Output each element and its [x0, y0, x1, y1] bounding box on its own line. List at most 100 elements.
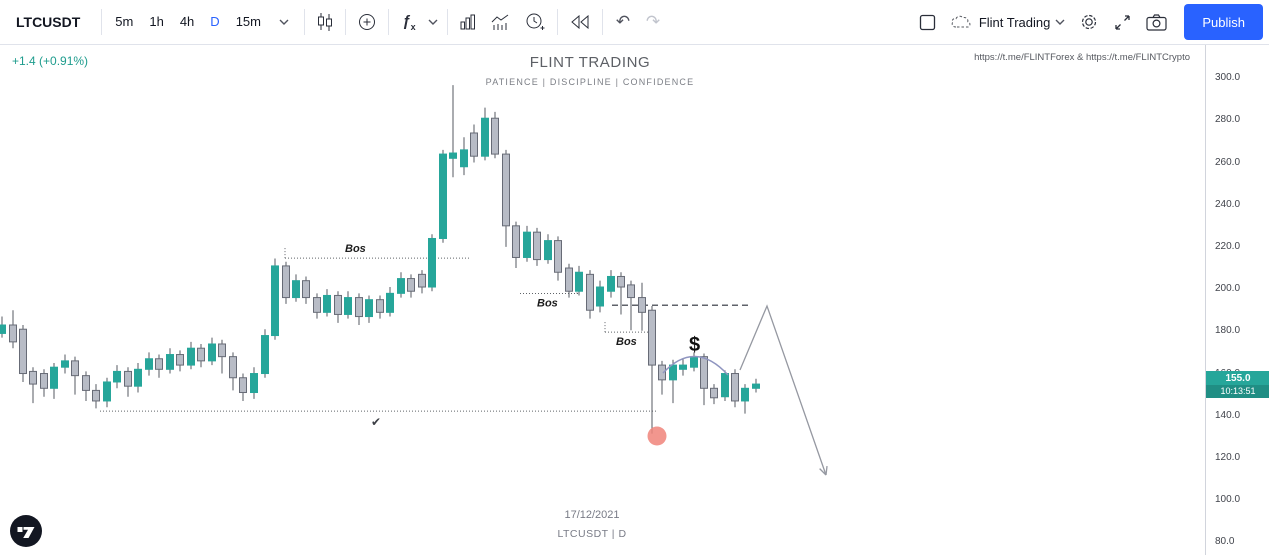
last-price-value: 155.0 [1225, 373, 1251, 385]
fullscreen-button[interactable] [1106, 5, 1139, 39]
candle-body [145, 358, 153, 370]
tradingview-logo-icon [10, 515, 42, 547]
candle-body [19, 328, 27, 375]
publish-button[interactable]: Publish [1184, 4, 1263, 40]
candle-body [565, 267, 573, 292]
candle-body [239, 377, 247, 394]
indicators-dropdown-button[interactable] [424, 5, 442, 39]
divider [556, 9, 558, 35]
top-toolbar: LTCUSDT 5m 1h 4h D 15m ƒx [0, 0, 1269, 45]
chevron-down-icon [279, 19, 289, 25]
chart-pane: Bos Bos Bos $ ✔ +1.4 (+0.91%) FLINT TRADING … [0, 45, 1269, 555]
candle-body [523, 231, 531, 258]
candle-body [92, 389, 100, 402]
candle-body [40, 373, 48, 389]
redo-button[interactable]: ↷ [638, 5, 668, 39]
tradingview-logo[interactable] [9, 514, 43, 553]
candle-body [71, 360, 79, 377]
fx-icon: ƒx [402, 12, 416, 32]
candle-body [176, 354, 184, 366]
undo-button[interactable]: ↶ [608, 5, 638, 39]
divider [303, 9, 305, 35]
templates-button[interactable] [484, 5, 518, 39]
projection-arrowhead [825, 465, 828, 476]
chevron-down-icon [428, 19, 438, 25]
fullscreen-icon [1115, 14, 1131, 30]
candle-body [481, 117, 489, 157]
layout-square-icon [919, 14, 935, 30]
interval-5m[interactable]: 5m [115, 14, 134, 29]
cloud-layout-button[interactable]: Flint Trading [943, 5, 1073, 39]
layout-grid-button[interactable] [912, 5, 943, 39]
price-tick: 200.0 [1215, 283, 1241, 295]
candle-body [627, 284, 635, 299]
indicators-button[interactable]: ƒx [394, 5, 424, 39]
candle-body [669, 364, 677, 381]
snapshot-button[interactable] [1139, 5, 1174, 39]
candle-body [124, 370, 132, 387]
candle-body [407, 278, 415, 292]
divider [387, 9, 389, 35]
candle-body [197, 347, 205, 362]
chart-style-button[interactable] [310, 5, 340, 39]
candle-body [731, 373, 739, 402]
settings-button[interactable] [1072, 5, 1106, 39]
candle-body [386, 292, 394, 313]
compare-add-button[interactable] [351, 5, 383, 39]
candle-body [721, 373, 729, 398]
price-tick: 140.0 [1215, 409, 1241, 421]
candle-body [365, 299, 373, 318]
price-tick: 80.0 [1215, 536, 1235, 548]
candle-body [460, 149, 468, 168]
check-mark: ✔ [371, 415, 381, 429]
interval-15m[interactable]: 15m [235, 14, 261, 29]
alert-button[interactable] [518, 5, 552, 39]
candle-body [271, 265, 279, 337]
price-tick: 120.0 [1215, 451, 1241, 463]
candle-body [229, 356, 237, 379]
dollar-label: $ [689, 334, 700, 356]
candle-body [648, 309, 656, 366]
replay-rewind-icon [571, 15, 589, 29]
candle-body [491, 117, 499, 155]
price-tick: 100.0 [1215, 494, 1241, 506]
fundamentals-button[interactable] [453, 5, 484, 39]
interval-4h[interactable]: 4h [179, 14, 195, 29]
camera-icon [1146, 13, 1167, 31]
layout-name-label: Flint Trading [978, 14, 1051, 30]
candle-body [710, 387, 718, 399]
symbol-button[interactable]: LTCUSDT [16, 14, 81, 30]
annotation-lines-layer: Bos Bos Bos [100, 243, 750, 412]
candle-body [418, 273, 426, 288]
candle-body [323, 294, 331, 313]
candle-body [607, 275, 615, 292]
projection-arrow [739, 304, 827, 476]
candle-body [679, 364, 687, 370]
candle-body [658, 364, 666, 381]
interval-1h[interactable]: 1h [149, 14, 164, 29]
undo-icon: ↶ [615, 12, 631, 31]
candle-body [449, 152, 457, 159]
candles-layer [0, 85, 760, 434]
candle-body [544, 240, 552, 261]
candle-body [439, 153, 447, 239]
candle-body [617, 275, 625, 288]
price-axis[interactable]: 300.0280.0260.0240.0220.0200.0180.0160.0… [1205, 45, 1269, 555]
candle-body [29, 370, 37, 385]
candle-body [103, 381, 111, 402]
candle-body [752, 383, 760, 389]
projection-arrowhead [819, 468, 827, 476]
candle-body [313, 297, 321, 313]
candle-body [82, 375, 90, 391]
interval-dropdown-button[interactable] [269, 5, 299, 39]
candle-body [533, 231, 541, 261]
bar-replay-button[interactable] [563, 5, 597, 39]
alert-clock-plus-icon [526, 13, 545, 30]
dome-arc [662, 355, 729, 376]
price-tick: 260.0 [1215, 156, 1241, 168]
interval-D[interactable]: D [210, 14, 220, 29]
candle-body [700, 356, 708, 389]
candle-body [261, 335, 269, 375]
divider [101, 9, 103, 35]
